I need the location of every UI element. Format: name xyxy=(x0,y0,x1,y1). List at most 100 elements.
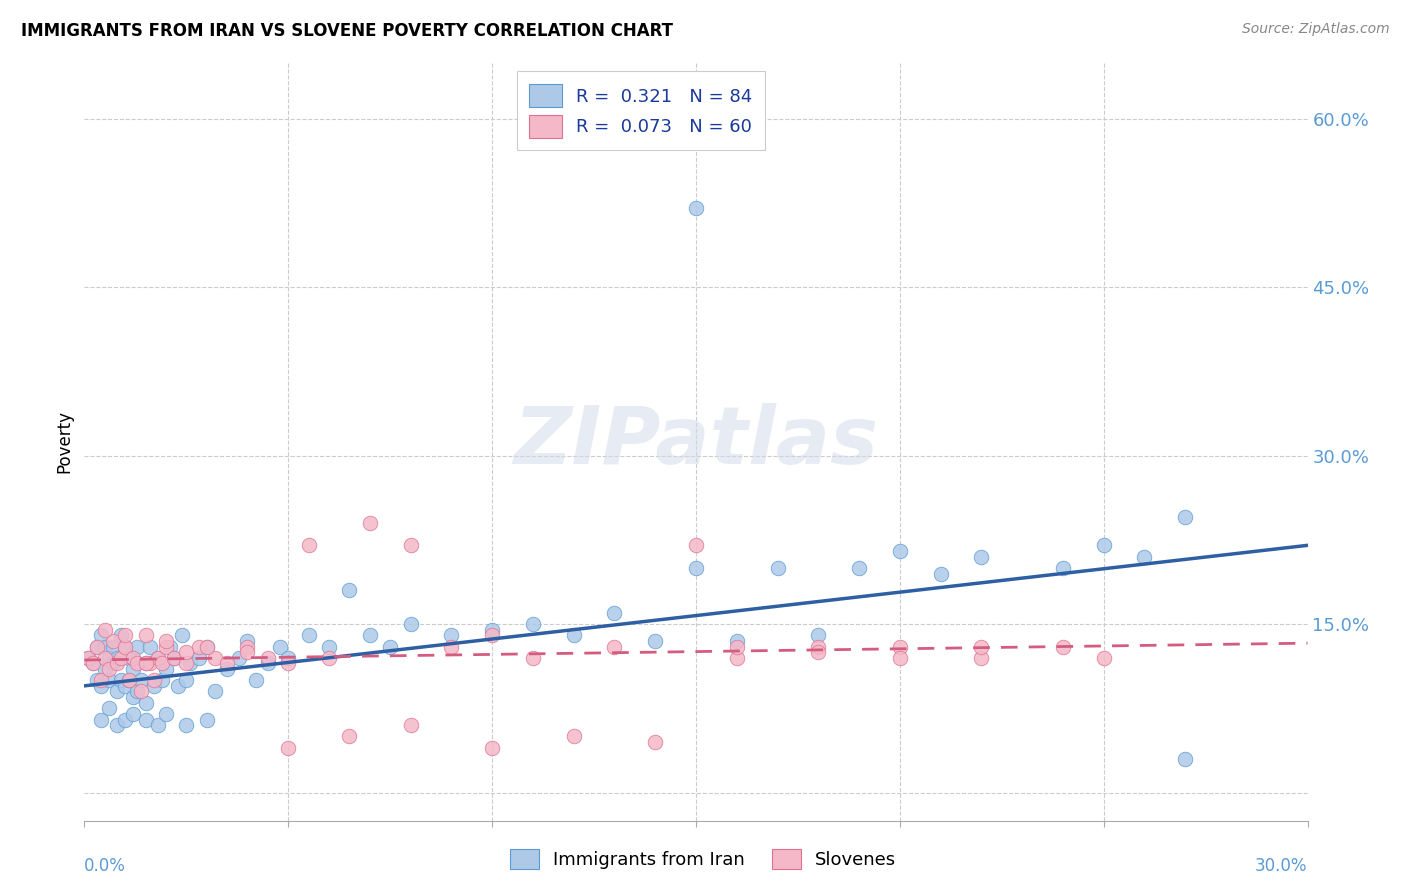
Point xyxy=(970,640,993,654)
Point xyxy=(174,645,197,659)
Point xyxy=(167,679,190,693)
Point xyxy=(603,640,626,654)
Point xyxy=(90,673,112,688)
Point xyxy=(110,628,132,642)
Point xyxy=(174,673,197,688)
Point xyxy=(1052,561,1074,575)
Point xyxy=(174,718,197,732)
Point xyxy=(725,640,748,654)
Point xyxy=(399,538,422,552)
Point xyxy=(970,650,993,665)
Point xyxy=(685,561,707,575)
Point xyxy=(685,538,707,552)
Point xyxy=(93,623,115,637)
Point xyxy=(481,740,503,755)
Point xyxy=(110,650,132,665)
Point xyxy=(131,673,153,688)
Point xyxy=(359,516,381,530)
Point xyxy=(122,650,145,665)
Point xyxy=(135,628,157,642)
Point xyxy=(93,662,115,676)
Point xyxy=(1092,650,1115,665)
Point xyxy=(118,673,141,688)
Point xyxy=(101,657,124,671)
Point xyxy=(86,673,108,688)
Point xyxy=(155,706,177,721)
Point xyxy=(204,650,226,665)
Point xyxy=(766,561,789,575)
Point xyxy=(929,566,952,581)
Point xyxy=(146,650,169,665)
Point xyxy=(97,662,120,676)
Point xyxy=(118,650,141,665)
Point xyxy=(889,650,911,665)
Point xyxy=(257,650,280,665)
Point xyxy=(127,640,149,654)
Point xyxy=(135,696,157,710)
Point xyxy=(90,713,112,727)
Point xyxy=(236,645,259,659)
Point xyxy=(970,549,993,564)
Point xyxy=(339,730,361,744)
Point xyxy=(685,202,707,216)
Point xyxy=(380,640,402,654)
Text: 0.0%: 0.0% xyxy=(84,857,127,875)
Point xyxy=(135,713,157,727)
Point xyxy=(105,650,128,665)
Point xyxy=(807,640,830,654)
Point xyxy=(195,713,218,727)
Point xyxy=(236,640,259,654)
Point xyxy=(114,679,136,693)
Point xyxy=(725,634,748,648)
Point xyxy=(187,640,209,654)
Point xyxy=(118,673,141,688)
Point xyxy=(159,640,181,654)
Point xyxy=(135,657,157,671)
Point xyxy=(1052,640,1074,654)
Point xyxy=(228,650,250,665)
Text: 30.0%: 30.0% xyxy=(1256,857,1308,875)
Point xyxy=(101,640,124,654)
Point xyxy=(359,628,381,642)
Point xyxy=(269,640,291,654)
Point xyxy=(122,662,145,676)
Point xyxy=(277,657,299,671)
Point xyxy=(155,662,177,676)
Point xyxy=(127,684,149,698)
Point xyxy=(603,606,626,620)
Point xyxy=(82,657,104,671)
Point xyxy=(217,662,239,676)
Point xyxy=(97,650,120,665)
Point xyxy=(562,628,585,642)
Point xyxy=(187,650,209,665)
Point xyxy=(522,650,544,665)
Point xyxy=(163,650,186,665)
Point xyxy=(172,628,194,642)
Point xyxy=(1133,549,1156,564)
Legend: Immigrants from Iran, Slovenes: Immigrants from Iran, Slovenes xyxy=(501,839,905,879)
Point xyxy=(131,684,153,698)
Point xyxy=(179,657,201,671)
Point xyxy=(1092,538,1115,552)
Point xyxy=(245,673,267,688)
Point xyxy=(135,657,157,671)
Point xyxy=(114,628,136,642)
Point xyxy=(848,561,870,575)
Point xyxy=(150,657,173,671)
Point xyxy=(110,673,132,688)
Point xyxy=(725,650,748,665)
Text: Source: ZipAtlas.com: Source: ZipAtlas.com xyxy=(1241,22,1389,37)
Point xyxy=(277,740,299,755)
Point xyxy=(257,657,280,671)
Point xyxy=(807,628,830,642)
Point xyxy=(114,640,136,654)
Point xyxy=(90,679,112,693)
Point xyxy=(146,718,169,732)
Point xyxy=(1174,510,1197,524)
Point xyxy=(236,634,259,648)
Point xyxy=(114,640,136,654)
Point xyxy=(204,684,226,698)
Point xyxy=(127,657,149,671)
Point xyxy=(142,679,165,693)
Point xyxy=(86,640,108,654)
